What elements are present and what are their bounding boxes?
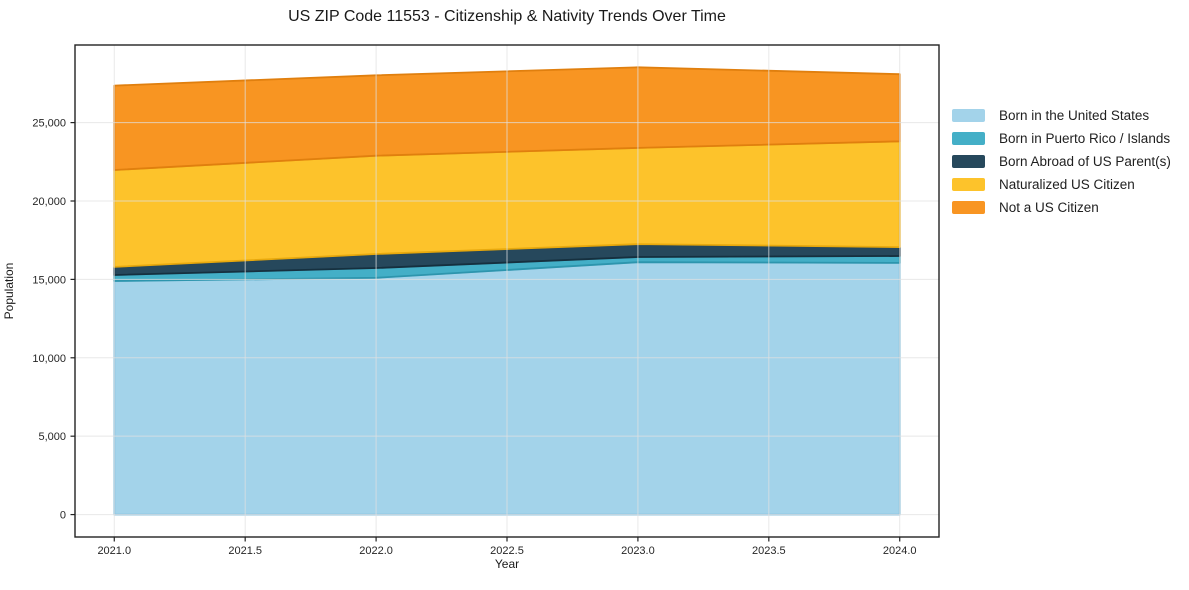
y-tick-label: 25,000 [32, 118, 66, 130]
x-tick-label: 2021.5 [228, 545, 262, 557]
legend-item-naturalized-us-citizen: Naturalized US Citizen [952, 173, 1171, 196]
legend-swatch-icon [952, 178, 985, 191]
legend-swatch-icon [952, 109, 985, 122]
legend-label: Born Abroad of US Parent(s) [999, 154, 1171, 169]
y-tick-label: 20,000 [32, 196, 66, 208]
legend-label: Born in Puerto Rico / Islands [999, 131, 1171, 146]
legend: Born in the United States Born in Puerto … [952, 104, 1171, 219]
legend-swatch-icon [952, 155, 985, 168]
legend-item-born-in-puerto-rico-islands: Born in Puerto Rico / Islands [952, 127, 1171, 150]
y-tick-label: 0 [60, 510, 66, 522]
x-axis-label: Year [494, 557, 520, 571]
x-tick-label: 2022.5 [490, 545, 524, 557]
x-tick-label: 2021.0 [97, 545, 131, 557]
y-tick-label: 5,000 [38, 431, 66, 443]
tick-marks [70, 122, 901, 542]
y-axis-label: Population [2, 262, 16, 320]
grid-lines [75, 45, 939, 537]
y-tick-label: 15,000 [32, 274, 66, 286]
legend-swatch-icon [952, 201, 985, 214]
x-tick-label: 2024.0 [883, 545, 917, 557]
legend-label: Born in the United States [999, 108, 1150, 123]
legend-item-born-abroad-of-us-parent-s: Born Abroad of US Parent(s) [952, 150, 1171, 173]
legend-label: Not a US Citizen [999, 200, 1099, 215]
legend-item-not-a-us-citizen: Not a US Citizen [952, 196, 1171, 219]
y-tick-label: 10,000 [32, 353, 66, 365]
x-tick-label: 2023.5 [752, 545, 786, 557]
chart-title: US ZIP Code 11553 - Citizenship & Nativi… [288, 8, 726, 25]
legend-item-born-in-the-united-states: Born in the United States [952, 104, 1171, 127]
x-tick-label: 2023.0 [621, 545, 655, 557]
legend-swatch-icon [952, 132, 985, 145]
legend-label: Naturalized US Citizen [999, 177, 1135, 192]
x-tick-label: 2022.0 [359, 545, 393, 557]
